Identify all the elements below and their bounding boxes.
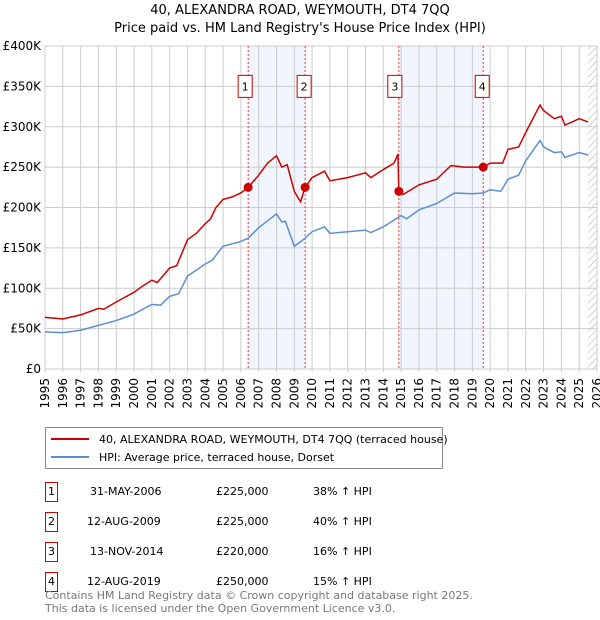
sale-price: £225,000 [216, 485, 269, 498]
x-tick-label: 1995 [38, 378, 52, 409]
x-tick-label: 2020 [483, 378, 497, 409]
y-tick-label: £200K [3, 201, 43, 215]
sale-point [300, 182, 310, 192]
legend-label: HPI: Average price, terraced house, Dors… [99, 450, 335, 464]
sale-marker-box [387, 74, 403, 98]
x-tick-label: 2018 [448, 378, 462, 409]
x-tick-label: 2000 [127, 378, 141, 409]
x-tick-label: 2012 [341, 378, 355, 409]
sale-point [478, 162, 488, 172]
y-tick-label: £400K [3, 39, 43, 53]
sale-hpi-diff: 40% ↑ HPI [313, 515, 372, 528]
sale-date: 13-NOV-2014 [90, 545, 164, 558]
sale-row: 3 13-NOV-2014 £220,000 16% ↑ HPI [45, 542, 445, 562]
y-tick-label: £250K [3, 160, 43, 174]
legend-swatch-blue [51, 456, 89, 458]
legend-item-hpi: HPI: Average price, terraced house, Dors… [51, 449, 334, 465]
sale-row: 2 12-AUG-2009 £225,000 40% ↑ HPI [45, 512, 445, 532]
x-tick-label: 2009 [287, 378, 301, 409]
sale-marker-label: 4 [479, 80, 486, 93]
sale-date: 12-AUG-2009 [87, 515, 161, 528]
x-tick-label: 2017 [430, 378, 444, 409]
x-tick-label: 1999 [109, 378, 123, 409]
x-tick-label: 2006 [234, 378, 248, 409]
sale-marker-badge: 2 [45, 512, 58, 532]
sale-price: £225,000 [216, 515, 269, 528]
sale-row: 1 31-MAY-2006 £225,000 38% ↑ HPI [45, 482, 445, 502]
y-tick-label: £350K [3, 79, 43, 93]
sale-marker-badge: 4 [45, 572, 58, 592]
x-tick-label: 2025 [572, 378, 586, 409]
x-tick-label: 2013 [359, 378, 373, 409]
footer-line: Contains HM Land Registry data © Crown c… [45, 589, 473, 602]
x-tick-label: 2008 [269, 378, 283, 409]
x-tick-label: 2016 [412, 378, 426, 409]
x-tick-label: 2019 [465, 378, 479, 409]
x-tick-label: 2002 [163, 378, 177, 409]
x-tick-label: 2023 [537, 378, 551, 409]
sale-hpi-diff: 15% ↑ HPI [313, 575, 372, 588]
sale-marker-box [296, 74, 312, 98]
x-tick-label: 1998 [91, 378, 105, 409]
y-tick-label: £300K [3, 120, 43, 134]
x-tick-label: 2007 [252, 378, 266, 409]
sale-marker-label: 3 [391, 80, 398, 93]
x-tick-label: 2024 [554, 378, 568, 409]
x-tick-label: 1997 [74, 378, 88, 409]
sale-marker-box [474, 74, 490, 98]
price-chart: 1995 1996 1997 1998 1999 2000 2001 2002 2003 2004… [3, 39, 600, 409]
x-tick-label: 2011 [323, 378, 337, 409]
plot-border [44, 45, 598, 370]
x-tick-label: 2026 [590, 378, 600, 409]
x-tick-label: 2005 [216, 378, 230, 409]
y-tick-label: £150K [3, 241, 43, 255]
legend-swatch-red [51, 438, 89, 440]
sale-point [394, 186, 404, 196]
sale-date: 31-MAY-2006 [90, 485, 162, 498]
sale-hpi-diff: 38% ↑ HPI [313, 485, 372, 498]
sale-hpi-diff: 16% ↑ HPI [313, 545, 372, 558]
y-tick-label: £100K [3, 281, 43, 295]
y-tick-label: £0 [26, 362, 41, 376]
sale-marker-badge: 3 [45, 542, 58, 562]
footer: Contains HM Land Registry data © Crown c… [45, 589, 473, 615]
x-tick-label: 2022 [519, 378, 533, 409]
y-tick-label: £50K [10, 322, 42, 336]
legend-item-property: 40, ALEXANDRA ROAD, WEYMOUTH, DT4 7QQ (t… [51, 431, 448, 447]
x-tick-label: 2021 [501, 378, 515, 409]
sale-marker-badge: 1 [45, 482, 58, 502]
sale-price: £220,000 [216, 545, 269, 558]
footer-line: This data is licensed under the Open Gov… [45, 602, 396, 615]
sale-row: 4 12-AUG-2019 £250,000 15% ↑ HPI [45, 572, 445, 592]
legend-label: 40, ALEXANDRA ROAD, WEYMOUTH, DT4 7QQ (t… [99, 432, 448, 446]
legend: 40, ALEXANDRA ROAD, WEYMOUTH, DT4 7QQ (t… [45, 427, 448, 469]
sale-date: 12-AUG-2019 [87, 575, 161, 588]
series-line [44, 103, 589, 320]
x-tick-label: 2001 [145, 378, 159, 409]
x-tick-label: 2003 [180, 378, 194, 409]
sale-point [243, 182, 253, 192]
sale-marker-label: 2 [301, 80, 308, 93]
x-tick-label: 2015 [394, 378, 408, 409]
series-line [44, 139, 589, 334]
chart-subtitle: Price paid vs. HM Land Registry's House … [114, 21, 486, 36]
x-tick-label: 2010 [305, 378, 319, 409]
sale-marker-box [237, 74, 253, 98]
x-tick-label: 1996 [56, 378, 70, 409]
sale-price: £250,000 [216, 575, 269, 588]
x-tick-label: 2004 [198, 378, 212, 409]
x-tick-label: 2014 [376, 378, 390, 409]
chart-title: 40, ALEXANDRA ROAD, WEYMOUTH, DT4 7QQ [150, 3, 450, 18]
sale-marker-label: 1 [242, 80, 249, 93]
